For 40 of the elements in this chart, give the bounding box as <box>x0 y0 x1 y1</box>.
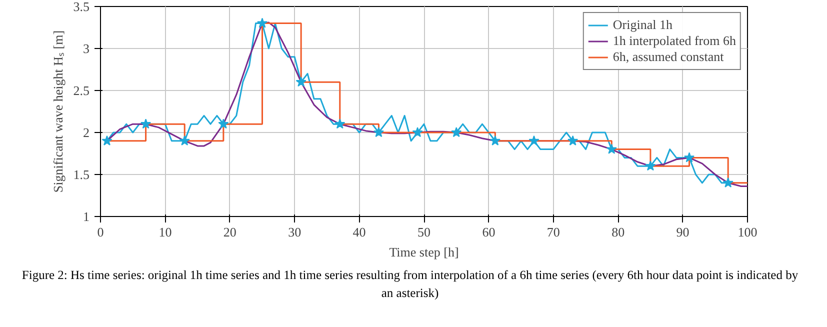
x-tick-label: 100 <box>738 224 758 240</box>
x-tick-label: 20 <box>223 224 236 240</box>
y-tick-label: 2 <box>83 125 90 140</box>
x-tick-label: 50 <box>418 224 430 240</box>
legend-label: Original 1h <box>612 17 672 33</box>
point <box>490 135 500 146</box>
x-axis-title: Time step [h] <box>389 244 459 260</box>
x-tick-label: 30 <box>288 224 302 240</box>
point <box>645 160 656 171</box>
point <box>451 127 462 138</box>
legend-label: 1h interpolated from 6h <box>612 33 736 49</box>
x-tick-label: 80 <box>612 224 625 240</box>
y-tick-label: 3 <box>83 41 90 56</box>
point <box>528 135 540 146</box>
point <box>684 152 695 162</box>
y-axis-title: Significant wave height Hₛ [m] <box>50 30 66 193</box>
point <box>334 118 346 129</box>
legend-label: 6h, assumed constant <box>612 49 724 65</box>
point <box>606 144 617 154</box>
point <box>296 76 306 87</box>
y-tick-label: 2.5 <box>73 83 90 98</box>
y-tick-label: 1 <box>83 209 90 224</box>
point <box>179 135 190 146</box>
point <box>373 127 384 138</box>
x-tick-label: 40 <box>352 224 366 240</box>
point <box>412 127 423 138</box>
y-tick-label: 3.5 <box>73 0 90 14</box>
point <box>256 18 268 28</box>
point <box>140 118 152 129</box>
y-tick-label: 1.5 <box>73 167 90 182</box>
x-tick-label: 70 <box>546 224 560 240</box>
x-tick-label: 10 <box>158 224 172 240</box>
caption: Figure 2: Hs time series: original 1h time series and 1h time series resulting from interpolation of a 6h time series (every 6th hour data point is indicated by an asterisk) <box>20 267 800 302</box>
x-tick-label: 90 <box>676 224 690 240</box>
point <box>568 135 578 146</box>
point <box>218 118 229 129</box>
point <box>722 177 734 188</box>
x-tick-label: 0 <box>97 224 104 240</box>
point <box>102 135 112 146</box>
x-tick-label: 60 <box>482 224 496 240</box>
